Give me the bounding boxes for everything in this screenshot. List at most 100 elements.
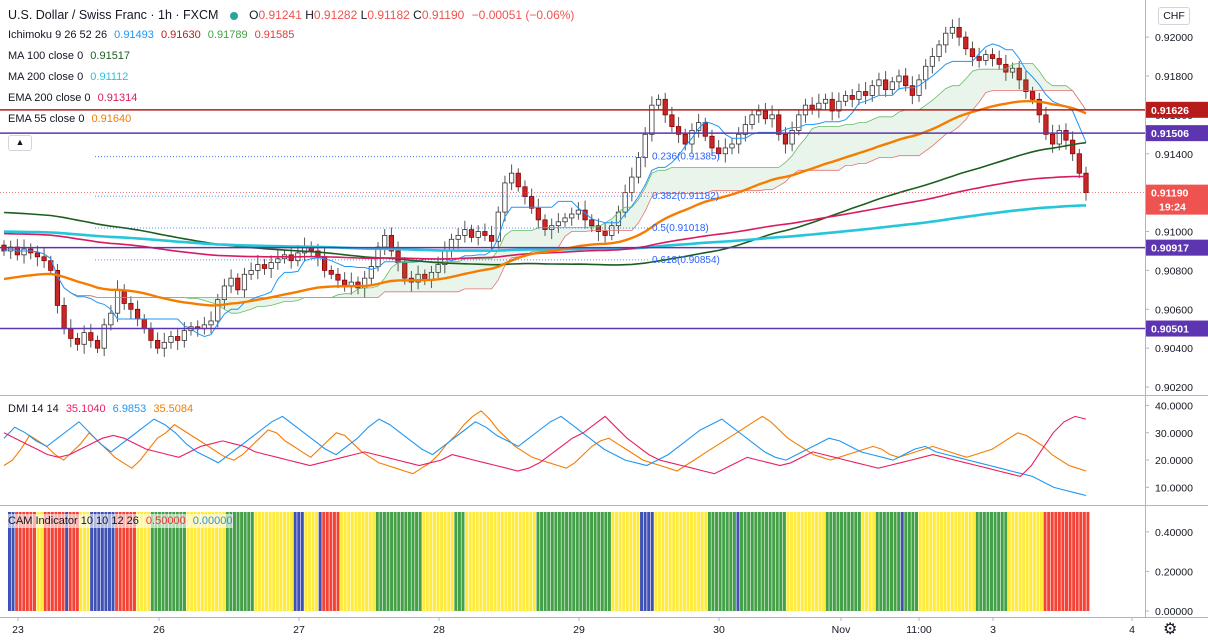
candle-body <box>288 254 294 262</box>
cam-bar <box>622 512 626 611</box>
candle-body <box>709 135 715 149</box>
cam-bar <box>636 512 640 611</box>
cam-bar <box>75 512 79 611</box>
cam-bar <box>815 512 819 611</box>
legend-cam[interactable]: CAM Indicator 10 10 12 26 0.50000 0.0000… <box>8 514 233 528</box>
collapse-legend-button[interactable]: ▲ <box>8 135 32 151</box>
candle-body <box>622 192 628 213</box>
cam-bar <box>343 512 347 611</box>
legend-value: 35.1040 <box>65 403 106 415</box>
candle-body <box>1070 139 1076 155</box>
candle-body <box>88 332 94 341</box>
cam-bar <box>650 512 654 611</box>
cam-bar <box>65 512 69 611</box>
currency-button[interactable]: CHF <box>1158 7 1190 25</box>
cam-bar <box>825 512 829 611</box>
candle-body <box>822 98 829 104</box>
legend-name: EMA 55 close 0 <box>8 113 85 125</box>
cam-bar <box>432 512 436 611</box>
cam-bar <box>547 512 551 611</box>
legend-value: 0.50000 <box>145 515 186 527</box>
price-tag-label: 0.91506 <box>1151 128 1189 140</box>
candle-body <box>455 235 461 240</box>
cam-bar <box>854 512 858 611</box>
cam-bar <box>104 512 108 611</box>
cam-bar <box>575 512 579 611</box>
cam-bar <box>515 512 519 611</box>
cam-bar <box>893 512 897 611</box>
cam-bar <box>375 512 379 611</box>
cam-bar <box>900 512 904 611</box>
legend-value: 0.91789 <box>207 29 248 41</box>
ma200-line <box>3 204 1087 253</box>
candle-body <box>669 114 675 127</box>
candle-body <box>722 147 728 155</box>
candle-body <box>21 248 27 256</box>
cam-bar <box>425 512 429 611</box>
cam-bar <box>561 512 565 611</box>
cam-bar <box>293 512 297 611</box>
close-label: C <box>413 8 422 22</box>
cam-bar <box>990 512 993 611</box>
open-value: 0.91241 <box>258 8 302 22</box>
cam-bar <box>565 512 569 611</box>
cam-bar <box>118 512 122 611</box>
legend-ema200[interactable]: EMA 200 close 0 0.91314 <box>8 91 137 105</box>
cam-bar <box>743 512 747 611</box>
cam-bar <box>507 512 511 611</box>
price-tick-label: 0.90400 <box>1155 343 1193 355</box>
legend-ma200[interactable]: MA 200 close 0 0.91112 <box>8 70 128 84</box>
cam-bar <box>732 512 736 611</box>
fib-level-label: 0.236(0.91385) <box>652 152 720 163</box>
cam-bar <box>697 512 701 611</box>
legend-value: 0.91112 <box>90 71 129 83</box>
settings-gear-icon[interactable]: ⚙ <box>1163 621 1178 638</box>
legend-dmi[interactable]: DMI 14 14 35.1040 6.9853 35.5084 <box>8 402 193 416</box>
cam-bar <box>518 512 522 611</box>
low-value: 0.91182 <box>367 8 410 22</box>
cam-bar <box>236 512 240 611</box>
cam-bar <box>1018 512 1022 611</box>
candle-body <box>675 126 682 135</box>
cam-bar <box>454 512 458 611</box>
cam-bar <box>365 512 369 611</box>
cam-bar <box>107 512 111 611</box>
cam-bar <box>979 512 983 611</box>
legend-ma100[interactable]: MA 100 close 0 0.91517 <box>8 49 130 63</box>
cam-bar <box>643 512 647 611</box>
cam-bar <box>550 512 554 611</box>
cam-bar <box>886 512 890 611</box>
cam-bar <box>72 512 76 611</box>
cam-bar <box>211 512 215 611</box>
legend-ema55[interactable]: EMA 55 close 0 0.91640 <box>8 112 131 126</box>
cam-bar <box>1050 512 1054 611</box>
symbol-title[interactable]: U.S. Dollar / Swiss Franc · 1h · FXCM <box>8 8 219 22</box>
candle-body <box>175 336 181 341</box>
cam-bar <box>254 512 258 611</box>
legend-value: 0.91314 <box>97 92 138 104</box>
cam-bar <box>154 512 158 611</box>
candle-body <box>1009 67 1016 73</box>
cam-bar <box>711 512 715 611</box>
close-value: 0.91190 <box>421 8 465 22</box>
cam-bar <box>865 512 869 611</box>
candle-body <box>255 264 261 271</box>
candle-body <box>916 79 922 96</box>
cam-bar <box>529 512 533 611</box>
cam-bar <box>357 512 361 611</box>
time-tick-label: Nov <box>832 624 851 636</box>
cam-bar <box>1075 512 1079 611</box>
cam-bar <box>1029 512 1033 611</box>
candle-body <box>742 124 748 135</box>
legend-ichimoku[interactable]: Ichimoku 9 26 52 26 0.91493 0.91630 0.91… <box>8 28 294 42</box>
legend-value: 0.91493 <box>114 29 154 41</box>
candle-body <box>829 98 835 112</box>
cam-bar <box>729 512 733 611</box>
cam-bar <box>715 512 719 611</box>
cam-bar <box>79 512 83 611</box>
dmi-minus-di-line <box>3 415 1087 497</box>
candle-body <box>762 110 769 120</box>
cam-bar <box>875 512 879 611</box>
price-tag <box>1146 125 1208 142</box>
